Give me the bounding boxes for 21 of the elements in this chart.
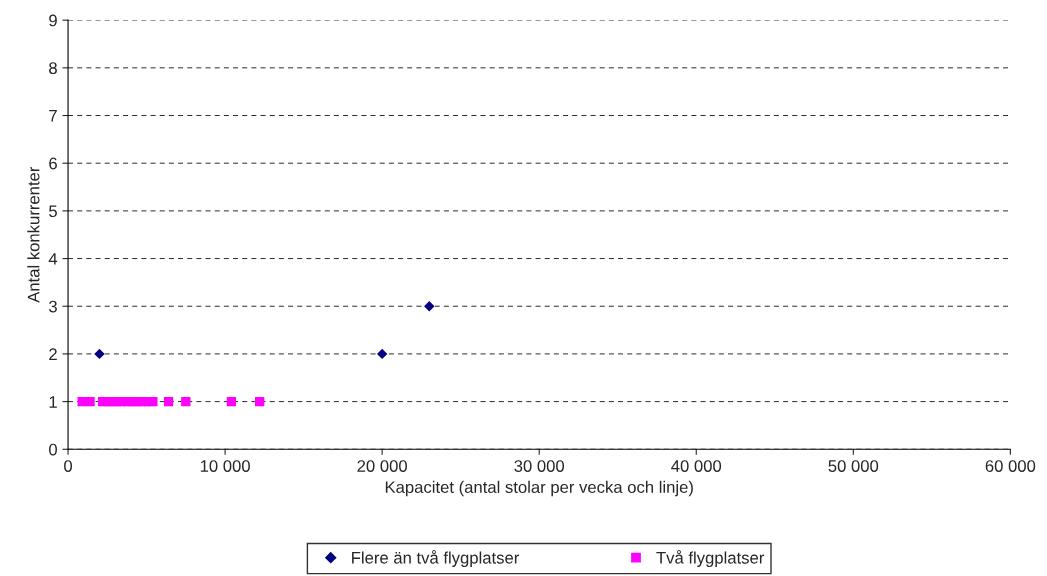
y-tick-label: 3 xyxy=(49,300,57,313)
y-tick-label: 8 xyxy=(49,62,57,75)
y-tick-label: 0 xyxy=(49,443,57,456)
x-tick-label: 50 000 xyxy=(828,460,879,472)
y-tick-label: 1 xyxy=(49,396,57,408)
legend-label: Flere än två flygplatser xyxy=(352,550,520,567)
x-tick-label: 30 000 xyxy=(514,460,565,472)
x-tick-label: 20 000 xyxy=(357,460,407,472)
x-tick-label: 60 000 xyxy=(985,460,1036,472)
y-tick-label: 7 xyxy=(49,110,57,122)
y-axis-title: Antal konkurrenter xyxy=(27,166,40,303)
x-tick-label: 40 000 xyxy=(671,460,722,472)
x-tick-label: 0 xyxy=(64,460,73,472)
x-axis-title: Kapacitet (antal stolar per vecka och linje) xyxy=(385,480,693,497)
y-tick-label: 9 xyxy=(49,14,57,27)
x-tick-label: 10 000 xyxy=(200,460,250,472)
y-tick-label: 4 xyxy=(48,253,58,265)
y-tick-label: 6 xyxy=(49,157,57,170)
legend-label: Två flygplatser xyxy=(656,550,765,567)
y-tick-label: 5 xyxy=(49,205,57,218)
y-tick-label: 2 xyxy=(49,348,57,360)
